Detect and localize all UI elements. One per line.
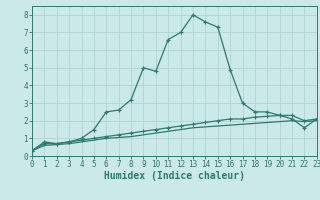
- X-axis label: Humidex (Indice chaleur): Humidex (Indice chaleur): [104, 171, 245, 181]
